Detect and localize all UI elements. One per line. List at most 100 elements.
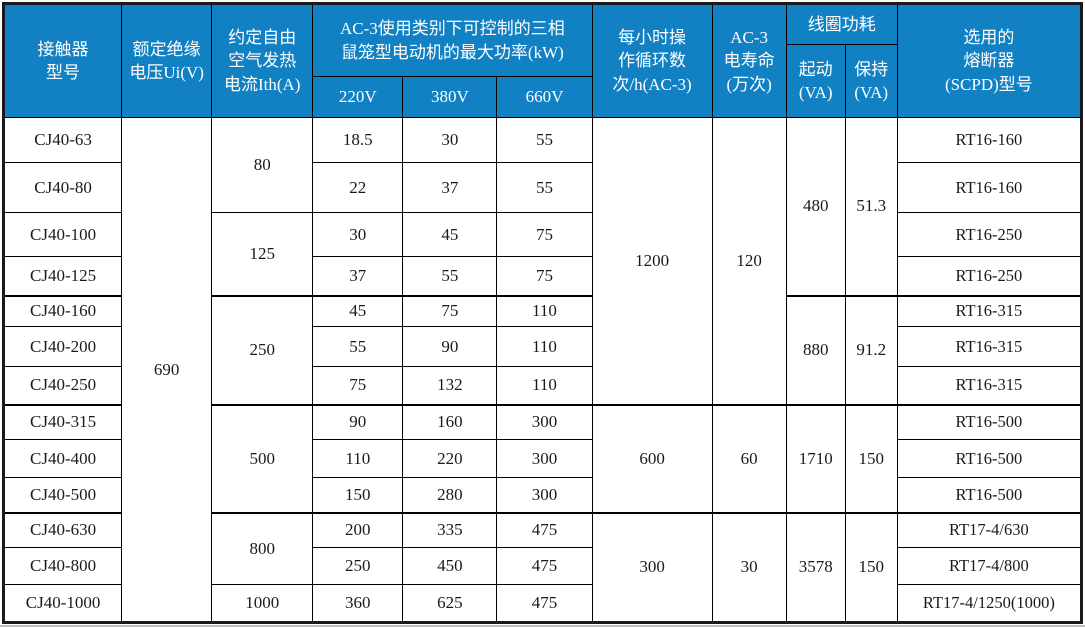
cell-thermal-current: 800 [211, 511, 314, 585]
table-row: CJ40-500 150 280 300 RT16-500 [2, 477, 1083, 513]
cell-power-220: 22 [312, 162, 404, 213]
cell-fuse: RT16-160 [896, 117, 1083, 163]
cell-power-220: 75 [312, 366, 404, 405]
cell-cycles: 600 [591, 403, 713, 513]
cell-fuse: RT16-315 [896, 326, 1083, 367]
cell-coil-start: 3578 [785, 511, 846, 623]
table-row: CJ40-400 110 220 300 RT16-500 [2, 439, 1083, 478]
cell-life: 30 [711, 511, 787, 623]
cell-power-660: 110 [496, 326, 593, 367]
cell-power-220: 18.5 [312, 117, 404, 163]
header-fuse-model: 选用的 熔断器 (SCPD)型号 [896, 3, 1083, 118]
table-row: CJ40-100 125 30 45 75 RT16-250 [2, 212, 1083, 296]
header-coil-hold: 保持 (VA) [844, 44, 898, 118]
cell-model: CJ40-200 [2, 326, 123, 367]
header-rated-voltage: 额定绝缘 电压Ui(V) [121, 3, 213, 118]
table-row: CJ40-200 55 90 110 RT16-315 [2, 326, 1083, 367]
cell-power-220: 37 [312, 256, 404, 296]
cell-power-380: 625 [402, 584, 498, 623]
cell-power-660: 300 [496, 439, 593, 478]
cell-fuse: RT17-4/1250(1000) [896, 584, 1083, 623]
cell-coil-start: 480 [785, 117, 846, 296]
cell-power-380: 90 [402, 326, 498, 367]
table-row: CJ40-160 250 45 75 110 880 91.2 RT16-315 [2, 294, 1083, 405]
cell-fuse: RT16-500 [896, 439, 1083, 478]
cell-power-660: 300 [496, 477, 593, 513]
cell-fuse: RT16-500 [896, 477, 1083, 513]
cell-power-220: 360 [312, 584, 404, 623]
cell-power-660: 75 [496, 212, 593, 257]
cell-power-380: 160 [402, 403, 498, 440]
cell-power-220: 55 [312, 326, 404, 367]
cell-coil-start: 880 [785, 294, 846, 405]
cell-power-380: 450 [402, 547, 498, 585]
cell-cycles: 300 [591, 511, 713, 623]
cell-fuse: RT16-160 [896, 162, 1083, 213]
cell-model: CJ40-160 [2, 294, 123, 327]
cell-life: 120 [711, 117, 787, 405]
cell-power-220: 30 [312, 212, 404, 257]
cell-power-220: 250 [312, 547, 404, 585]
cell-power-220: 45 [312, 294, 404, 327]
cell-power-380: 220 [402, 439, 498, 478]
cell-coil-hold: 150 [844, 403, 898, 513]
header-coil-start: 起动 (VA) [785, 44, 846, 118]
cell-power-660: 110 [496, 294, 593, 327]
cell-coil-hold: 51.3 [844, 117, 898, 296]
cell-fuse: RT16-250 [896, 212, 1083, 257]
table-row: CJ40-315 500 90 160 300 600 60 1710 150 … [2, 403, 1083, 513]
cell-model: CJ40-80 [2, 162, 123, 213]
cell-model: CJ40-400 [2, 439, 123, 478]
cell-rated-voltage: 690 [121, 117, 213, 623]
cell-thermal-current: 250 [211, 294, 314, 405]
cell-fuse: RT16-315 [896, 294, 1083, 327]
cell-power-380: 335 [402, 511, 498, 548]
cell-power-660: 300 [496, 403, 593, 440]
table-row: CJ40-1000 1000 360 625 475 RT17-4/1250(1… [2, 584, 1083, 623]
cell-fuse: RT17-4/630 [896, 511, 1083, 548]
cell-coil-hold: 91.2 [844, 294, 898, 405]
cell-thermal-current: 80 [211, 117, 314, 213]
cell-power-380: 280 [402, 477, 498, 513]
header-model: 接触器 型号 [2, 3, 123, 118]
table-row: CJ40-800 250 450 475 RT17-4/800 [2, 547, 1083, 585]
cell-model: CJ40-800 [2, 547, 123, 585]
cell-thermal-current: 500 [211, 403, 314, 513]
cell-power-380: 55 [402, 256, 498, 296]
cell-power-380: 37 [402, 162, 498, 213]
cell-model: CJ40-250 [2, 366, 123, 405]
cell-power-380: 30 [402, 117, 498, 163]
cell-power-660: 110 [496, 366, 593, 405]
cell-power-660: 75 [496, 256, 593, 296]
header-thermal-current: 约定自由 空气发热 电流Ith(A) [211, 3, 314, 118]
header-220v: 220V [312, 76, 404, 118]
cell-coil-start: 1710 [785, 403, 846, 513]
header-660v: 660V [496, 76, 593, 118]
table-row: CJ40-63 690 80 18.5 30 55 1200 120 480 5… [2, 117, 1083, 623]
header-coil-power: 线圈功耗 [785, 3, 898, 45]
cell-coil-hold: 150 [844, 511, 898, 623]
cell-fuse: RT16-250 [896, 256, 1083, 296]
cell-power-220: 90 [312, 403, 404, 440]
cell-model: CJ40-630 [2, 511, 123, 548]
cell-model: CJ40-1000 [2, 584, 123, 623]
cell-power-660: 475 [496, 511, 593, 548]
table-row: CJ40-125 37 55 75 RT16-250 [2, 256, 1083, 296]
cell-power-220: 110 [312, 439, 404, 478]
table-body: CJ40-63 690 80 18.5 30 55 1200 120 480 5… [2, 117, 1083, 623]
cell-thermal-current: 1000 [211, 584, 314, 623]
table-row: CJ40-630 800 200 335 475 300 30 3578 150… [2, 511, 1083, 623]
cell-model: CJ40-63 [2, 117, 123, 163]
table-header: 接触器 型号 额定绝缘 电压Ui(V) 约定自由 空气发热 电流Ith(A) A… [2, 3, 1083, 118]
header-max-power: AC-3使用类别下可控制的三相 鼠笼型电动机的最大功率(kW) [312, 3, 593, 77]
header-row-2: 起动 (VA) 保持 (VA) [4, 44, 1082, 118]
header-row-3: 220V 380V 660V [4, 76, 1082, 118]
cell-power-220: 200 [312, 511, 404, 548]
cell-power-660: 475 [496, 547, 593, 585]
table-row: CJ40-80 22 37 55 RT16-160 [2, 162, 1083, 213]
cell-power-660: 475 [496, 584, 593, 623]
cell-power-380: 75 [402, 294, 498, 327]
table-row: CJ40-250 75 132 110 RT16-315 [2, 366, 1083, 405]
